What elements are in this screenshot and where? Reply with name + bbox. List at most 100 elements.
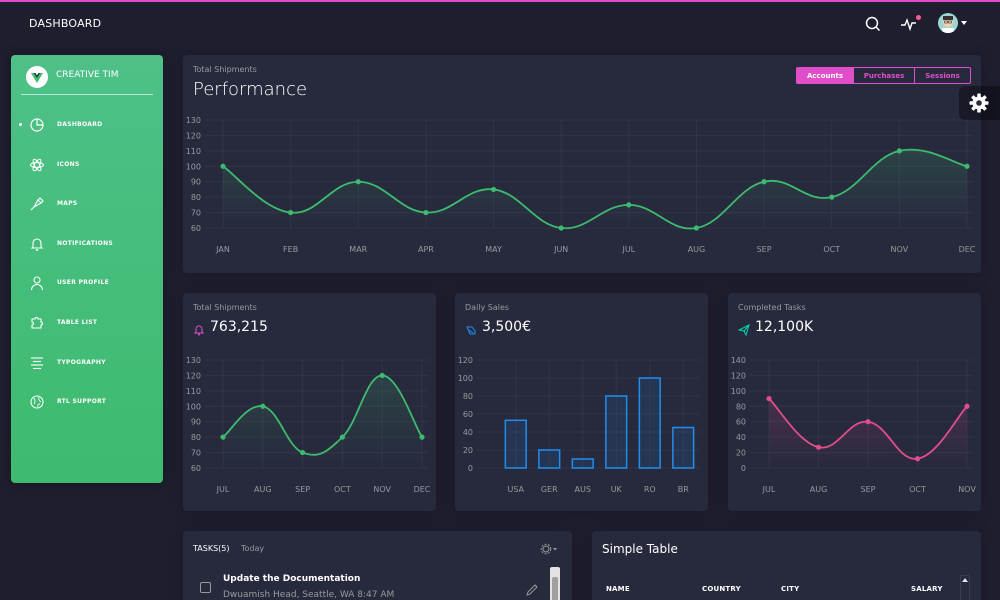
column-header-salary[interactable]: SALARY <box>911 585 943 593</box>
data-point[interactable] <box>288 209 294 216</box>
y-tick-label: 110 <box>186 387 201 396</box>
avatar[interactable] <box>938 13 958 33</box>
sidebar-item-typography[interactable]: TYPOGRAPHY <box>11 350 163 376</box>
data-point[interactable] <box>626 202 632 208</box>
column-header-name[interactable]: NAME <box>606 585 630 593</box>
delivery-icon <box>465 321 477 335</box>
active-indicator <box>19 123 22 126</box>
completed-card: Completed Tasks 12,100K 0 20 40 60 80 100 120 1… <box>728 293 981 511</box>
purchases-button[interactable]: Purchases <box>854 67 915 84</box>
sidebar-item-maps[interactable]: MAPS <box>11 191 163 217</box>
data-point[interactable] <box>558 225 564 231</box>
data-point[interactable] <box>423 209 429 216</box>
x-tick-label: SEP <box>295 485 310 494</box>
sidebar-item-notifications[interactable]: NOTIFICATIONS <box>11 231 163 257</box>
x-tick-label: OCT <box>334 485 351 494</box>
bar[interactable] <box>504 419 527 469</box>
atom-icon <box>29 157 45 173</box>
sales-chart: 0 20 40 60 80 100 120 USA GER AUS UK RO BR <box>458 356 700 494</box>
data-point[interactable] <box>964 403 970 409</box>
navbar: DASHBOARD <box>0 2 1000 48</box>
data-point[interactable] <box>419 434 425 440</box>
data-point[interactable] <box>896 148 902 154</box>
data-point[interactable] <box>693 225 700 231</box>
accounts-button[interactable]: Accounts <box>796 67 854 84</box>
task-checkbox[interactable] <box>200 582 211 593</box>
data-point[interactable] <box>766 395 772 402</box>
y-tick-label: 110 <box>186 147 201 156</box>
x-tick-label: OCT <box>823 245 840 254</box>
sidebar-item-user-profile[interactable]: USER PROFILE <box>11 270 163 296</box>
data-point[interactable] <box>220 163 226 169</box>
bar[interactable] <box>605 395 628 469</box>
data-point[interactable] <box>865 419 871 425</box>
x-tick-label: OCT <box>909 485 926 494</box>
y-tick-label: 20 <box>463 446 473 455</box>
search-icon[interactable] <box>863 14 883 34</box>
area-fill <box>223 149 967 229</box>
x-tick-label: JUL <box>621 245 635 254</box>
y-tick-label: 100 <box>731 387 746 396</box>
sidebar-item-table-list[interactable]: TABLE LIST <box>11 310 163 336</box>
scrollbar-thumb[interactable] <box>552 577 558 600</box>
data-point[interactable] <box>964 163 970 169</box>
data-point[interactable] <box>815 444 822 450</box>
x-tick-label: NOV <box>958 485 976 494</box>
data-point[interactable] <box>761 179 767 185</box>
sidebar-item-label: TYPOGRAPHY <box>57 358 106 366</box>
area-fill <box>769 398 967 468</box>
chevron-down-icon[interactable] <box>961 21 967 25</box>
card-subtitle: Total Shipments <box>193 303 257 312</box>
divider <box>21 94 153 95</box>
bar[interactable] <box>638 377 661 469</box>
y-tick-label: 120 <box>458 356 473 365</box>
data-point[interactable] <box>260 403 266 409</box>
x-tick-label: AUG <box>688 245 706 254</box>
y-tick-label: 70 <box>191 449 201 458</box>
edit-icon[interactable] <box>525 582 539 596</box>
sidebar-item-dashboard[interactable]: DASHBOARD <box>11 112 163 138</box>
sidebar-item-rtl-support[interactable]: RTL SUPPORT <box>11 389 163 415</box>
settings-fixed-button[interactable] <box>959 86 1000 120</box>
y-tick-label: 20 <box>736 449 746 458</box>
align-center-icon <box>29 355 45 371</box>
data-point[interactable] <box>220 434 226 440</box>
scroll-up-icon[interactable] <box>962 578 968 582</box>
data-point[interactable] <box>355 179 361 185</box>
activity-icon[interactable] <box>899 14 919 34</box>
sessions-button[interactable]: Sessions <box>915 67 971 84</box>
page-title[interactable]: DASHBOARD <box>29 17 102 30</box>
y-tick-label: 60 <box>463 410 473 419</box>
bar[interactable] <box>538 449 561 469</box>
x-tick-label: JAN <box>215 245 230 254</box>
simple-table-card: Simple Table NAME COUNTRY CITY SALARY <box>592 531 981 600</box>
sidebar-item-label: ICONS <box>57 160 80 168</box>
settings-dropdown[interactable] <box>539 541 559 555</box>
x-tick-label: NOV <box>373 485 391 494</box>
data-point[interactable] <box>490 186 497 193</box>
x-tick-label: JUN <box>553 245 568 254</box>
y-tick-label: 100 <box>186 402 201 411</box>
scrollbar[interactable] <box>960 575 970 600</box>
data-point[interactable] <box>300 449 306 456</box>
sidebar-item-icons[interactable]: ICONS <box>11 152 163 178</box>
brand-name[interactable]: CREATIVE TIM <box>56 70 119 80</box>
sales-card: Daily Sales 3,500€ 0 20 40 60 80 100 120 USA GER… <box>455 293 708 511</box>
data-point[interactable] <box>914 456 921 462</box>
data-point[interactable] <box>339 434 345 440</box>
vue-logo-icon[interactable] <box>26 66 48 88</box>
x-tick-label: GER <box>541 485 558 494</box>
sidebar: CREATIVE TIM DASHBOARD ICONS MAPS NOTIFICAT… <box>11 55 163 483</box>
x-tick-label: MAR <box>349 245 367 254</box>
sidebar-item-label: USER PROFILE <box>57 279 109 287</box>
tasks-card: TASKS(5) Today Update the Documentation … <box>183 531 572 600</box>
bar[interactable] <box>571 458 594 469</box>
bar[interactable] <box>672 426 695 469</box>
column-header-city[interactable]: CITY <box>781 585 800 593</box>
column-header-country[interactable]: COUNTRY <box>702 585 741 593</box>
completed-chart: 0 20 40 60 80 100 120 140 JUL AUG SEP OCT NOV <box>731 356 977 494</box>
data-point[interactable] <box>829 194 835 200</box>
card-subtitle: Daily Sales <box>465 303 510 312</box>
data-point[interactable] <box>379 372 385 379</box>
x-tick-label: USA <box>507 485 524 494</box>
